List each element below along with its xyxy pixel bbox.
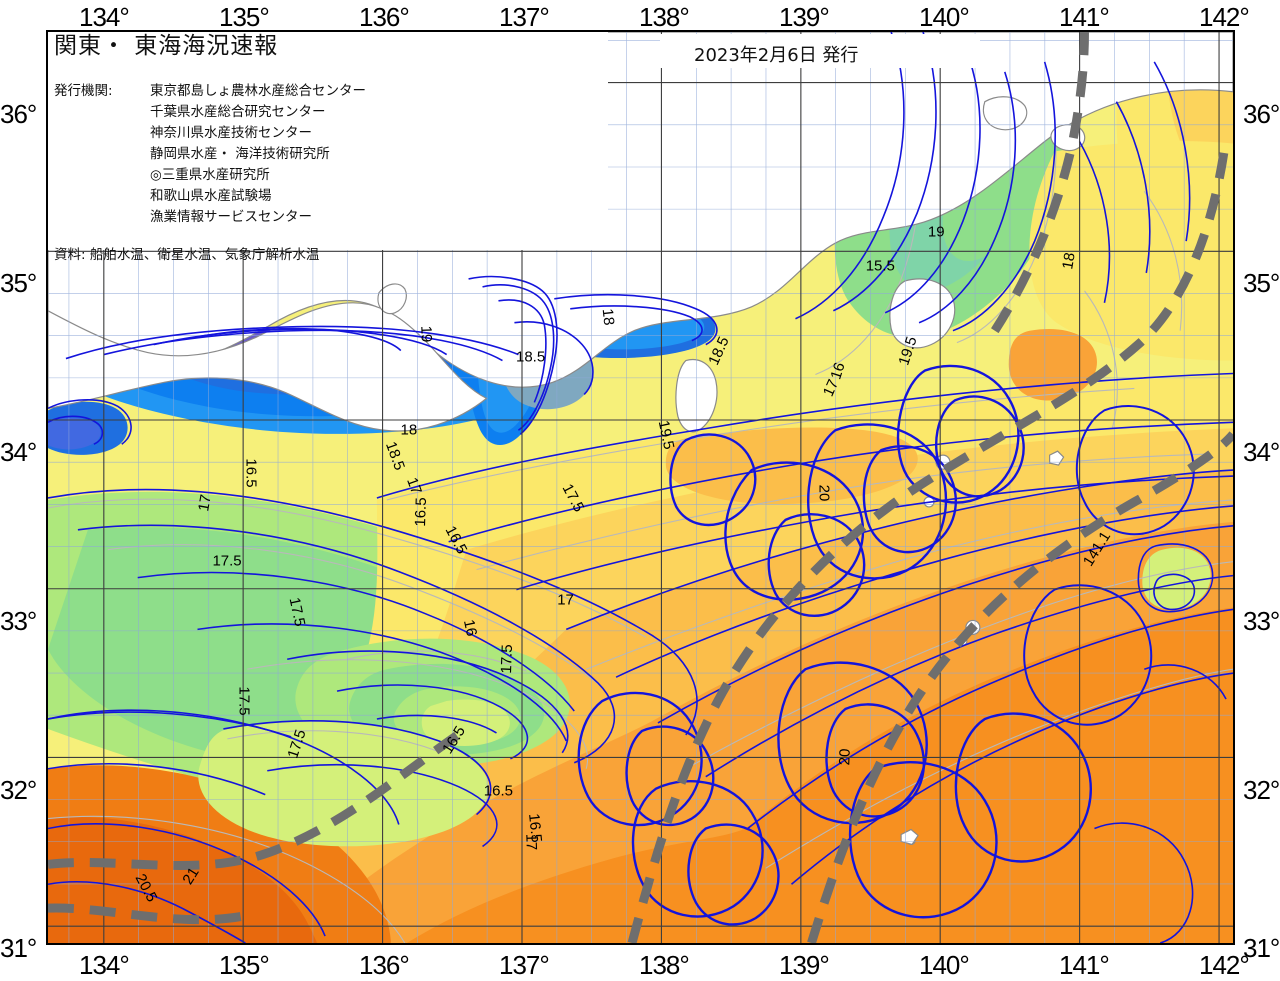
- publisher-label: 発行機関:: [54, 83, 113, 100]
- header-block: 関東・ 東海海況速報 発行機関: 東京都島しょ農林水産総合センター 千葉県水産総…: [54, 33, 366, 263]
- grid-major: [48, 32, 1233, 943]
- contour-label: 16.5: [483, 782, 514, 800]
- lon-tick-top-135: 135°: [219, 2, 270, 32]
- lon-tick-top-142: 142°: [1199, 2, 1250, 32]
- lon-tick-top-140: 140°: [919, 2, 970, 32]
- publisher-name: 漁業情報サービスセンター: [150, 208, 312, 225]
- contour-label: 18.5: [515, 348, 546, 366]
- lon-tick-bottom-138: 138°: [639, 950, 690, 980]
- contour-label: 17.5: [235, 686, 253, 716]
- contour-label: 17: [557, 591, 574, 609]
- contour-label: 18: [400, 421, 418, 439]
- publisher-row: 漁業情報サービスセンター: [54, 207, 366, 228]
- lat-tick-left-33: 33°: [0, 606, 37, 636]
- publisher-row: 和歌山県水産試験場: [54, 186, 366, 207]
- lat-tick-left-35: 35°: [0, 268, 37, 298]
- publisher-name: 和歌山県水産試験場: [150, 187, 272, 204]
- contour-label: 19: [416, 324, 435, 343]
- publish-date: 2023年2月6日 発行: [694, 45, 859, 66]
- kuroshio-axis: [48, 32, 1233, 943]
- contour-label: 17: [521, 833, 540, 851]
- lat-tick-left-36: 36°: [0, 99, 37, 129]
- publisher-list: 発行機関: 東京都島しょ農林水産総合センター 千葉県水産総合研究センター 神奈川…: [54, 81, 366, 227]
- contour-label: 20: [836, 748, 855, 766]
- lon-tick-bottom-136: 136°: [359, 950, 410, 980]
- publisher-row: 千葉県水産総合研究センター: [54, 102, 366, 123]
- contour-label: 18: [1059, 251, 1079, 271]
- lat-tick-right-36: 36°: [1243, 99, 1280, 129]
- lat-tick-right-34: 34°: [1243, 437, 1280, 467]
- publisher-name-primary: ◎三重県水産研究所: [150, 166, 270, 183]
- publisher-row: 神奈川県水産技術センター: [54, 123, 366, 144]
- contour-label: 18: [598, 307, 617, 326]
- lon-tick-top-138: 138°: [639, 2, 690, 32]
- lon-tick-bottom-141: 141°: [1059, 950, 1110, 980]
- publisher-row: 静岡県水産・ 海洋技術研究所: [54, 144, 366, 165]
- page-title: 関東・ 東海海況速報: [54, 33, 279, 59]
- publisher-row: 発行機関: 東京都島しょ農林水産総合センター: [54, 81, 366, 102]
- contour-label: 16.5: [412, 496, 431, 527]
- lon-tick-bottom-142: 142°: [1199, 950, 1250, 980]
- lon-tick-bottom-140: 140°: [919, 950, 970, 980]
- lat-tick-right-31: 31°: [1243, 933, 1280, 963]
- lat-tick-right-35: 35°: [1243, 268, 1280, 298]
- lat-tick-left-32: 32°: [0, 775, 37, 805]
- sst-contour-lines: [48, 32, 1233, 943]
- lon-tick-top-137: 137°: [499, 2, 550, 32]
- contour-label: 16.5: [242, 457, 260, 488]
- publisher-name: 静岡県水産・ 海洋技術研究所: [150, 146, 330, 163]
- publisher-name: 千葉県水産総合研究センター: [150, 104, 326, 121]
- lat-tick-left-34: 34°: [0, 437, 37, 467]
- contour-label: 17: [194, 493, 215, 513]
- lat-tick-left-31: 31°: [0, 933, 37, 963]
- publisher-name: 東京都島しょ農林水産総合センター: [150, 83, 366, 100]
- lon-tick-bottom-137: 137°: [499, 950, 550, 980]
- lon-tick-top-141: 141°: [1059, 2, 1110, 32]
- lon-tick-top-139: 139°: [779, 2, 830, 32]
- lat-tick-right-33: 33°: [1243, 606, 1280, 636]
- lon-tick-top-136: 136°: [359, 2, 410, 32]
- contour-label: 20: [815, 484, 833, 502]
- publisher-name: 神奈川県水産技術センター: [150, 125, 312, 142]
- lon-tick-bottom-139: 139°: [779, 950, 830, 980]
- date-backdrop: [660, 34, 980, 68]
- header-backdrop: [48, 32, 608, 250]
- contour-label: 17.5: [497, 644, 516, 674]
- publisher-row: ◎三重県水産研究所: [54, 165, 366, 186]
- lon-tick-bottom-134: 134°: [79, 950, 130, 980]
- data-sources: 資料: 船舶水温、衛星水温、気象庁解析水温: [54, 246, 320, 263]
- contour-label: 19: [927, 223, 945, 241]
- contour-label: 15.5: [865, 257, 895, 275]
- lon-tick-top-134: 134°: [79, 2, 130, 32]
- lat-tick-right-32: 32°: [1243, 775, 1280, 805]
- contour-label: 17.5: [212, 552, 242, 570]
- lon-tick-bottom-135: 135°: [219, 950, 270, 980]
